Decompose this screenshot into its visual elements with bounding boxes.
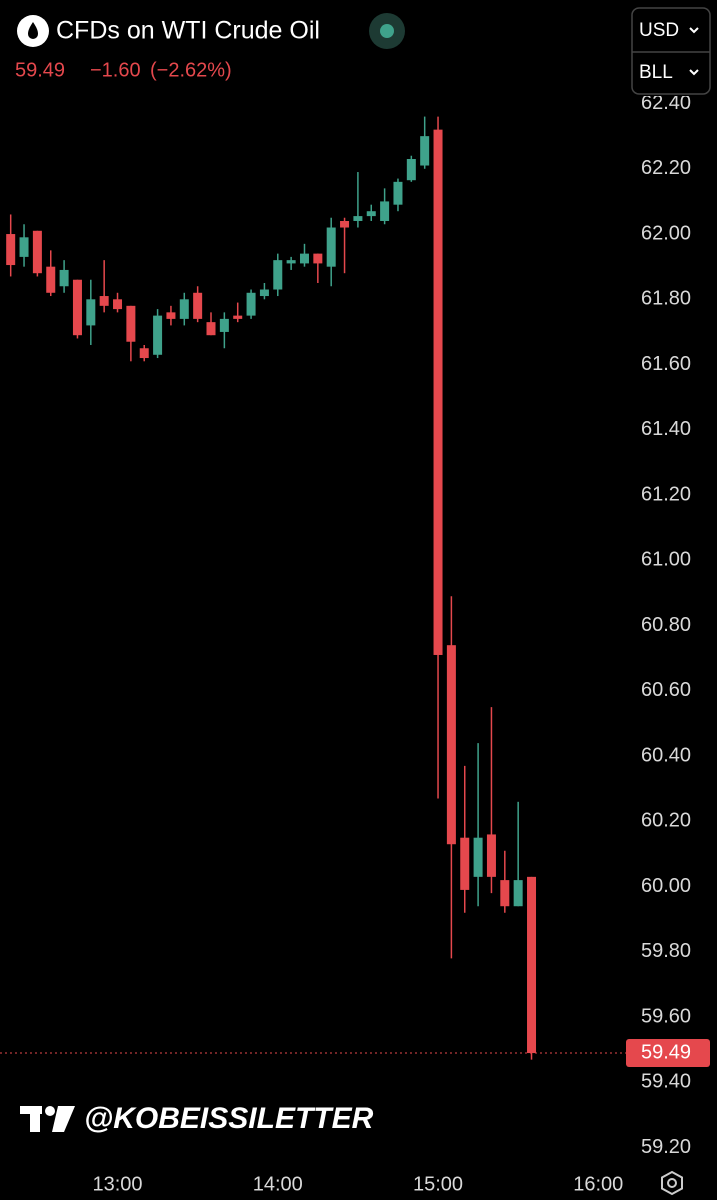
candle-body bbox=[246, 292, 256, 316]
candle-body bbox=[19, 237, 29, 257]
candle-body bbox=[6, 234, 16, 266]
candle-body bbox=[513, 880, 523, 907]
chevron bbox=[689, 27, 699, 34]
candle-body bbox=[313, 253, 323, 264]
y-tick-label: 61.00 bbox=[641, 549, 691, 571]
candle-body bbox=[126, 305, 136, 342]
watermark-logo bbox=[20, 1106, 75, 1132]
header-bg bbox=[0, 0, 717, 96]
y-tick-label: 61.40 bbox=[641, 418, 691, 440]
y-tick-label: 61.20 bbox=[641, 483, 691, 505]
header-change-pct: (−2.62%) bbox=[150, 59, 232, 81]
axes: 62.40 62.20 62.00 61.80 61.60 61.40 61.20 61.00… bbox=[92, 92, 710, 1195]
candle-body bbox=[340, 220, 350, 228]
candle-body bbox=[32, 230, 42, 274]
x-tick-label: 16:00 bbox=[573, 1173, 623, 1195]
candle-body bbox=[86, 299, 96, 326]
x-tick-label: 14:00 bbox=[253, 1173, 303, 1195]
candle-body bbox=[446, 645, 456, 845]
drop-icon bbox=[28, 22, 38, 39]
candle-body bbox=[326, 227, 336, 267]
chevron bbox=[689, 69, 699, 76]
unit-button[interactable]: BLL bbox=[639, 62, 673, 83]
y-tick-label: 60.40 bbox=[641, 744, 691, 766]
candle-body bbox=[353, 216, 363, 221]
candle-body bbox=[500, 880, 510, 907]
watermark: @KOBEISSILETTER bbox=[84, 1102, 374, 1135]
candle-body bbox=[233, 315, 243, 319]
header-change: −1.60 bbox=[90, 59, 141, 81]
candle-body bbox=[406, 158, 416, 181]
x-tick-label: 13:00 bbox=[92, 1173, 142, 1195]
y-tick-label: 60.80 bbox=[641, 614, 691, 636]
plot-area bbox=[0, 116, 626, 1060]
y-tick-label: 59.20 bbox=[641, 1136, 691, 1158]
candle-body bbox=[139, 348, 149, 359]
y-tick-label: 60.60 bbox=[641, 679, 691, 701]
y-tick-label: 62.00 bbox=[641, 222, 691, 244]
status-dot bbox=[380, 24, 394, 38]
candle-body bbox=[527, 876, 537, 1054]
candle-body bbox=[380, 201, 390, 221]
candle-body bbox=[59, 269, 69, 287]
candle-body bbox=[166, 312, 176, 319]
last-price-box bbox=[626, 1039, 710, 1068]
candle-body bbox=[153, 315, 163, 355]
y-tick-label: 60.20 bbox=[641, 810, 691, 832]
candle-body bbox=[366, 211, 376, 217]
candle-body bbox=[273, 260, 283, 290]
candle-body bbox=[219, 318, 229, 332]
candle-body bbox=[193, 292, 203, 319]
candle-body bbox=[113, 299, 123, 310]
candle-body bbox=[286, 260, 296, 264]
y-tick-label: 62.40 bbox=[641, 92, 691, 114]
settings-icon-center bbox=[667, 1178, 677, 1188]
settings-icon[interactable] bbox=[661, 1170, 683, 1196]
last-price-label: 59.49 bbox=[641, 1041, 691, 1063]
candle-body bbox=[206, 322, 216, 336]
y-tick-label: 62.20 bbox=[641, 157, 691, 179]
symbol-title: CFDs on WTI Crude Oil bbox=[56, 17, 320, 45]
candle-body bbox=[433, 129, 443, 655]
candle-body bbox=[460, 837, 470, 890]
y-tick-label: 61.80 bbox=[641, 288, 691, 310]
x-tick-label: 15:00 bbox=[413, 1173, 463, 1195]
candle-body bbox=[393, 181, 403, 205]
candle-body bbox=[486, 834, 496, 877]
candle-body bbox=[46, 266, 56, 293]
candle-body bbox=[420, 136, 430, 166]
candle-body bbox=[259, 289, 269, 297]
candle-body bbox=[299, 253, 309, 264]
candle-body bbox=[72, 279, 82, 336]
currency-button[interactable]: USD bbox=[639, 20, 679, 41]
y-tick-label: 59.60 bbox=[641, 1005, 691, 1027]
candle-body bbox=[473, 837, 483, 877]
y-tick-label: 59.40 bbox=[641, 1071, 691, 1093]
candle-body bbox=[179, 299, 189, 319]
header-price: 59.49 bbox=[15, 59, 65, 81]
candle-body bbox=[99, 296, 109, 306]
y-tick-label: 60.00 bbox=[641, 875, 691, 897]
y-tick-label: 59.80 bbox=[641, 940, 691, 962]
y-tick-label: 61.60 bbox=[641, 353, 691, 375]
